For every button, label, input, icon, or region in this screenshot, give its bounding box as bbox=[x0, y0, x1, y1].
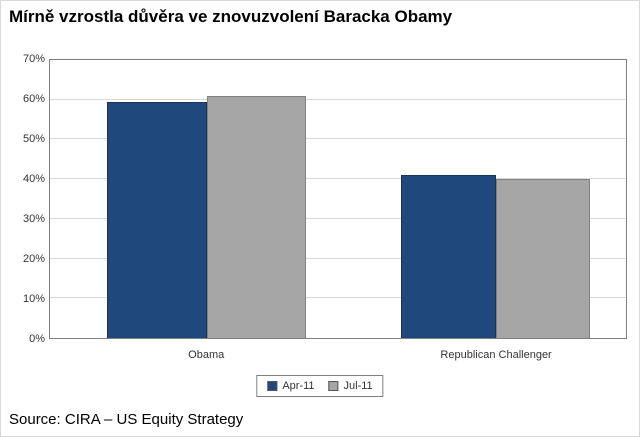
legend: Apr-11 Jul-11 bbox=[256, 375, 384, 397]
gridline bbox=[50, 217, 626, 219]
bar-apr-11 bbox=[107, 101, 207, 338]
legend-item: Jul-11 bbox=[328, 380, 373, 392]
gridline bbox=[50, 257, 626, 259]
y-tick-label: 60% bbox=[22, 93, 45, 105]
plot-area bbox=[49, 59, 627, 339]
legend-swatch bbox=[267, 381, 278, 391]
x-category-label: Republican Challenger bbox=[440, 349, 552, 361]
legend-swatch bbox=[328, 381, 339, 391]
y-tick-label: 0% bbox=[29, 333, 45, 345]
y-tick-label: 50% bbox=[22, 133, 45, 145]
x-axis-labels: Obama Republican Challenger bbox=[49, 349, 627, 365]
bar-jul-11 bbox=[206, 95, 307, 338]
y-tick-label: 20% bbox=[22, 253, 45, 265]
source-text: Source: CIRA – US Equity Strategy bbox=[9, 411, 244, 428]
chart-title: Mírně vzrostla důvěra ve znovuzvolení Ba… bbox=[9, 7, 453, 26]
y-tick-label: 30% bbox=[22, 213, 45, 225]
gridline bbox=[50, 138, 626, 140]
gridline bbox=[50, 98, 626, 100]
gridline bbox=[50, 297, 626, 299]
legend-label: Jul-11 bbox=[343, 380, 373, 392]
y-tick-label: 70% bbox=[22, 53, 45, 65]
bar-jul-11 bbox=[495, 179, 591, 338]
gridline bbox=[50, 178, 626, 180]
y-tick-label: 10% bbox=[22, 293, 45, 305]
bar-group bbox=[400, 60, 591, 338]
bar-apr-11 bbox=[400, 175, 496, 338]
x-category-label: Obama bbox=[188, 349, 225, 361]
legend-item: Apr-11 bbox=[267, 380, 315, 392]
bar-group bbox=[107, 60, 307, 338]
y-tick-label: 40% bbox=[22, 173, 45, 185]
y-axis-labels: 0% 10% 20% 30% 40% 50% 60% 70% bbox=[1, 53, 45, 345]
legend-label: Apr-11 bbox=[282, 380, 315, 392]
